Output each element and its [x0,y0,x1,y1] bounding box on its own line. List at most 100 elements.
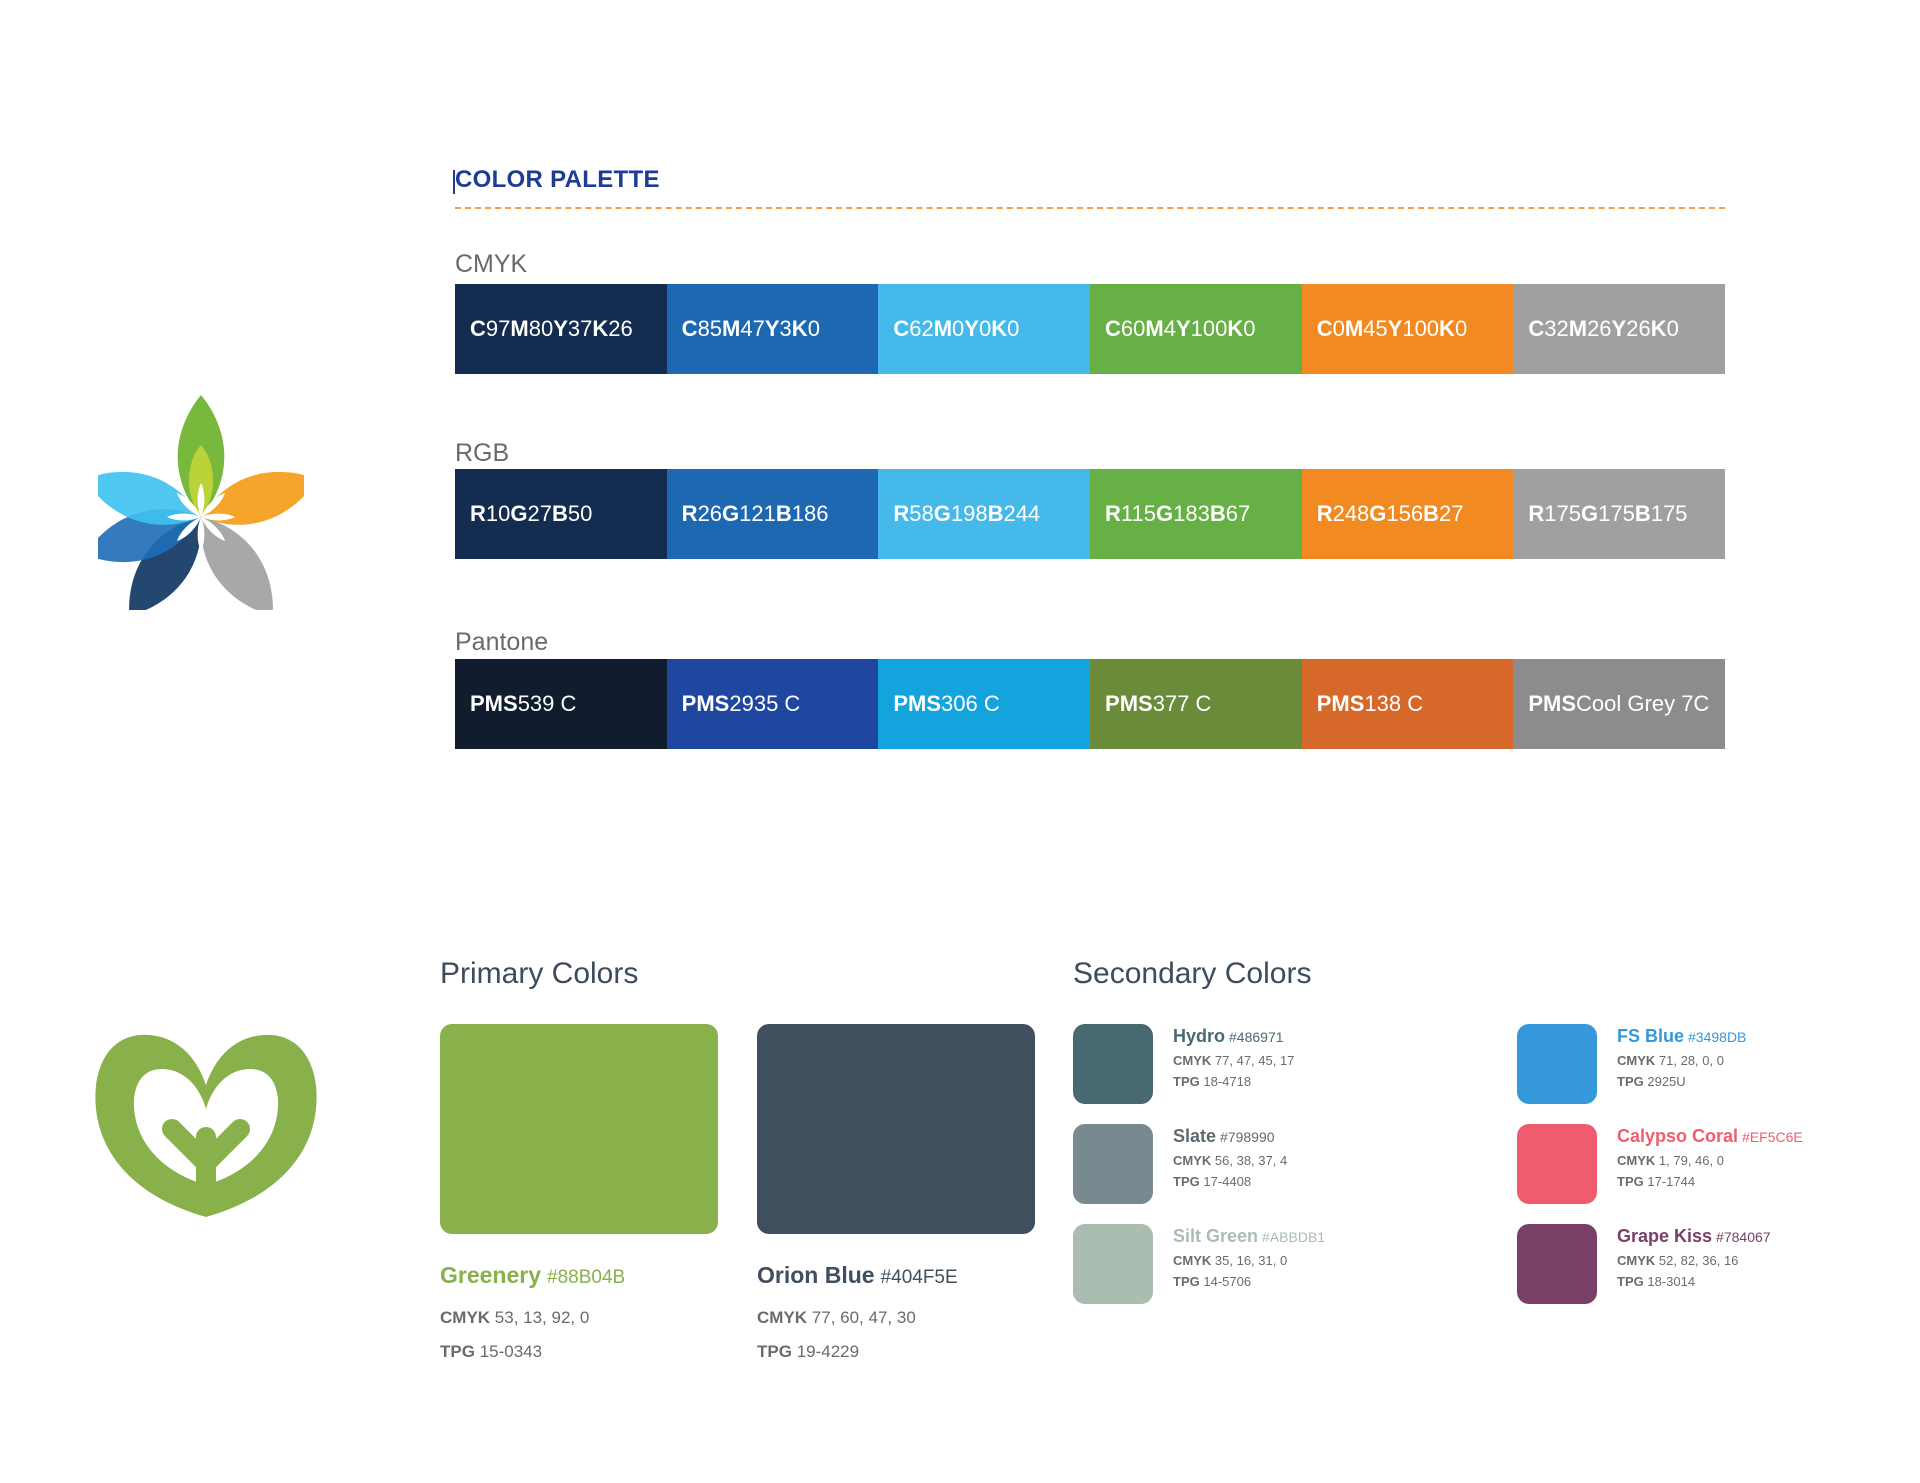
secondary-item-hydro: Hydro #486971 CMYK 77, 47, 45, 17 TPG 18-… [1073,1024,1473,1104]
secondary-item-silt-green: Silt Green #ABBDB1 CMYK 35, 16, 31, 0 TPG… [1073,1224,1473,1304]
swatch-value: 0 [1454,316,1468,341]
swatch-value: 306 C [941,691,1000,716]
swatch-key: G [1580,501,1599,526]
color-name: Greenery [440,1262,542,1288]
swatch-value: 0 [1243,316,1256,341]
swatch-value: 26 [697,501,723,526]
palette-swatch: R 26 G 121 B 186 [666,469,879,559]
swatch-value: 121 [739,501,776,526]
secondary-swatch [1073,1024,1153,1104]
swatch-key: M [1344,316,1364,341]
swatch-value: Cool Grey 7C [1576,691,1710,716]
swatch-key: G [1155,501,1174,526]
color-name: Orion Blue [757,1262,875,1288]
rgb-row-label: RGB [455,439,510,467]
flower-logo-icon [98,395,304,610]
swatch-key: R [1105,501,1121,526]
swatch-key: R [470,501,486,526]
swatch-key: Y [553,316,568,341]
color-hex: #404F5E [880,1267,958,1288]
palette-swatch: R 58 G 198 B 244 [878,469,1091,559]
swatch-value: 3 [779,316,792,341]
secondary-item-grape-kiss: Grape Kiss #784067 CMYK 52, 82, 36, 16 TP… [1517,1224,1917,1304]
swatch-value: 115 [1120,501,1156,526]
palette-swatch: R 248 G 156 B 27 [1301,469,1514,559]
swatch-value: 0 [952,316,965,341]
swatch-value: 26 [1626,316,1651,341]
dashed-divider [455,207,1725,209]
swatch-key: K [592,316,609,341]
secondary-name: FS Blue #3498DB [1617,1026,1747,1046]
swatch-key: M [933,316,953,341]
swatch-key: B [1634,501,1651,526]
secondary-colors-heading: Secondary Colors [1073,957,1312,990]
swatch-key: R [681,501,698,526]
primary-cmyk-greenery: CMYK 53, 13, 92, 0 [440,1308,590,1327]
primary-cmyk-orion-blue: CMYK 77, 60, 47, 30 [757,1308,916,1327]
secondary-name: Calypso Coral #EF5C6E [1617,1126,1803,1146]
pantone-swatch-row: PMS 539 C PMS 2935 C PMS 306 C PMS 377 C PMS… [455,659,1726,749]
swatch-value: 0 [1332,316,1345,341]
primary-swatch-greenery [440,1024,718,1234]
swatch-key: K [1439,316,1455,341]
swatch-key: K [1227,316,1244,341]
palette-swatch: R 175 G 175 B 175 [1513,469,1726,559]
secondary-swatch [1517,1024,1597,1104]
swatch-key: R [1316,501,1333,526]
swatch-value: 248 [1332,501,1370,526]
swatch-key: M [1568,316,1588,341]
secondary-cmyk: CMYK 77, 47, 45, 17 [1173,1053,1295,1068]
primary-colors-heading: Primary Colors [440,957,639,990]
swatch-value: 156 [1386,501,1424,526]
swatch-key: Y [1387,316,1403,341]
swatch-value: 26 [608,316,633,341]
palette-swatch: R 10 G 27 B 50 [455,469,667,559]
swatch-key: B [551,501,568,526]
secondary-tpg: TPG 17-4408 [1173,1174,1252,1189]
rgb-swatch-row: R 10 G 27 B 50 R 26 G 121 B 186 R 58 G 198 B 244 R 11… [455,469,1726,559]
primary-name-greenery: Greenery #88B04B [440,1262,625,1289]
swatch-key: R [893,501,910,526]
swatch-value: 175 [1598,501,1635,526]
secondary-cmyk: CMYK 71, 28, 0, 0 [1617,1053,1724,1068]
swatch-key: C [1105,316,1121,341]
primary-tpg-orion-blue: TPG 19-4229 [757,1342,860,1361]
swatch-value: 138 C [1364,691,1424,716]
swatch-value: 244 [1003,501,1041,526]
secondary-tpg: TPG 18-3014 [1617,1274,1696,1289]
swatch-key: G [722,501,740,526]
secondary-swatch [1517,1124,1597,1204]
color-hex: #88B04B [547,1267,626,1288]
primary-tpg-greenery: TPG 15-0343 [440,1342,543,1361]
swatch-key: C [893,316,910,341]
swatch-key: K [991,316,1008,341]
swatch-value: 80 [528,316,554,341]
swatch-key: G [933,501,951,526]
secondary-name: Grape Kiss #784067 [1617,1226,1771,1246]
swatch-key: C [681,316,698,341]
swatch-value: 85 [697,316,723,341]
palette-swatch: PMS 306 C [878,659,1091,749]
swatch-key: PMS [1105,691,1153,716]
secondary-swatch [1073,1224,1153,1304]
swatch-value: 183 [1173,501,1210,526]
swatch-value: 60 [1120,316,1146,341]
secondary-cmyk: CMYK 35, 16, 31, 0 [1173,1253,1288,1268]
secondary-swatch [1073,1124,1153,1204]
swatch-value: 97 [485,316,511,341]
swatch-key: M [1145,316,1164,341]
secondary-item-slate: Slate #798990 CMYK 56, 38, 37, 4 TPG 17-4… [1073,1124,1473,1204]
swatch-key: B [1209,501,1226,526]
swatch-key: B [1423,501,1440,526]
swatch-value: 27 [1439,501,1464,526]
swatch-value: 26 [1587,316,1612,341]
secondary-tpg: TPG 14-5706 [1173,1274,1252,1289]
swatch-key: C [470,316,486,341]
secondary-tpg: TPG 2925U [1617,1074,1686,1089]
palette-swatch: PMS 138 C [1301,659,1514,749]
swatch-value: 0 [1007,316,1020,341]
